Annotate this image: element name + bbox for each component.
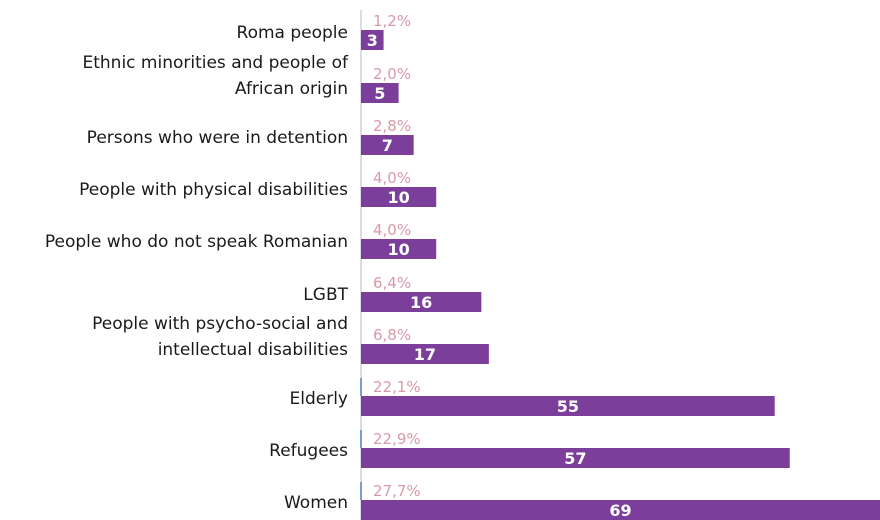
value-label: 10 <box>387 188 409 207</box>
bars <box>361 30 880 520</box>
bar <box>361 396 775 416</box>
value-label: 16 <box>410 293 432 312</box>
value-label: 57 <box>564 449 586 468</box>
percent-label: 2,8% <box>373 117 411 135</box>
value-label: 55 <box>557 397 579 416</box>
bar <box>361 30 384 50</box>
value-label: 17 <box>414 345 436 364</box>
category-label-line: Ethnic minorities and people of <box>82 53 349 73</box>
value-label: 10 <box>387 240 409 259</box>
value-label: 3 <box>367 31 378 50</box>
category-label: Ethnic minorities and people of African o… <box>82 53 349 99</box>
percent-label: 1,2% <box>373 12 411 30</box>
bar <box>361 292 482 312</box>
percent-label: 27,7% <box>373 482 421 500</box>
category-label: Refugees <box>269 441 348 461</box>
bar <box>361 135 414 155</box>
category-label: People with physical disabilities <box>79 180 348 200</box>
percent-label: 4,0% <box>373 221 411 239</box>
percent-label: 22,1% <box>373 378 421 396</box>
bar <box>361 448 790 468</box>
category-label: Roma people <box>237 23 348 43</box>
category-label: People with psycho-social and intellectua… <box>92 314 348 360</box>
category-label: Women <box>284 493 348 513</box>
bar <box>361 239 437 259</box>
percent-label: 6,8% <box>373 326 411 344</box>
bar <box>361 344 489 364</box>
bar <box>361 83 399 103</box>
category-label-line: African origin <box>235 79 348 99</box>
category-labels: Roma people Ethnic minorities and people … <box>45 23 349 513</box>
percent-label: 4,0% <box>373 169 411 187</box>
percent-label: 6,4% <box>373 274 411 292</box>
value-label: 5 <box>374 84 385 103</box>
value-label: 7 <box>382 136 393 155</box>
category-label: People who do not speak Romanian <box>45 232 348 252</box>
category-label: Elderly <box>290 389 349 409</box>
bar <box>361 187 437 207</box>
category-label-line: People with psycho-social and <box>92 314 348 334</box>
bar <box>361 500 880 520</box>
category-label: LGBT <box>303 285 348 305</box>
percent-labels: 1,2% 2,0% 2,8% 4,0% 4,0% 6,4% 6,8% 22,1% 22,9% 27… <box>373 12 421 500</box>
category-label: Persons who were in detention <box>87 128 348 148</box>
percent-label: 2,0% <box>373 65 411 83</box>
percent-label: 22,9% <box>373 430 421 448</box>
category-label-line: intellectual disabilities <box>158 340 348 360</box>
value-label: 69 <box>609 501 631 520</box>
